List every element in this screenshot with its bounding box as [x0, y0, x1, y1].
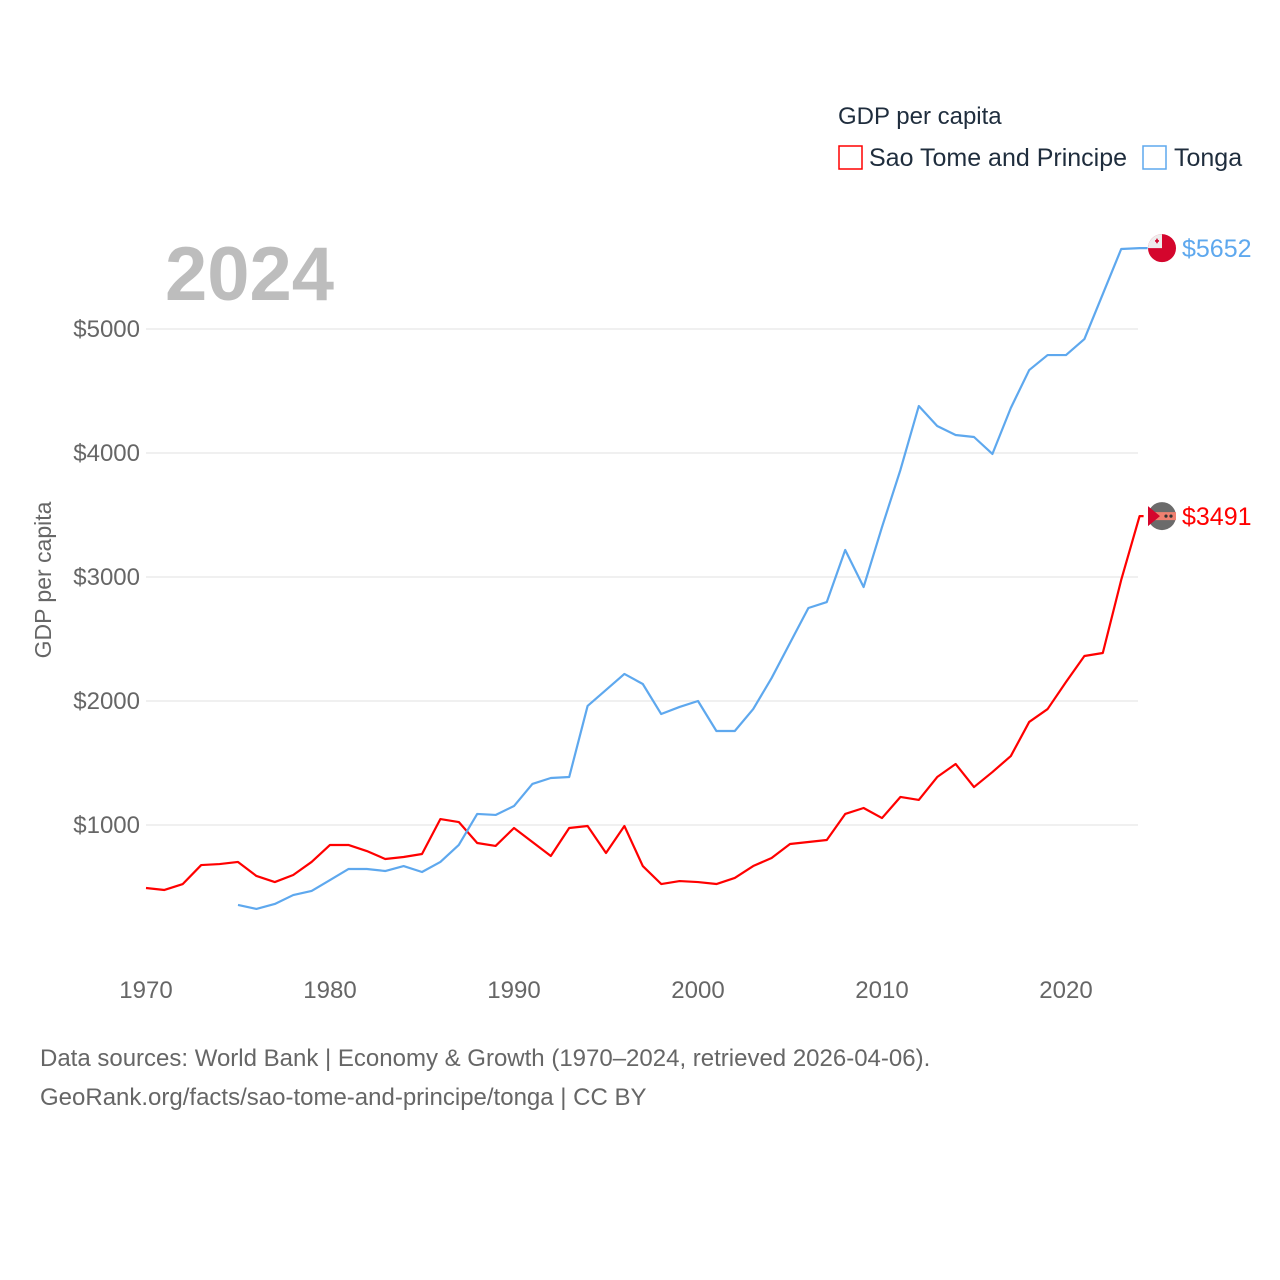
legend-label-sao-tome[interactable]: Sao Tome and Principe [869, 144, 1127, 172]
x-tick-label: 1990 [487, 977, 540, 1004]
grid-lines [146, 328, 1138, 826]
x-tick-label: 1980 [303, 977, 356, 1004]
legend-label-tonga[interactable]: Tonga [1174, 144, 1242, 172]
legend-swatch-sao-tome[interactable] [838, 145, 863, 170]
footer-link[interactable]: GeoRank.org/facts/sao-tome-and-principe/… [40, 1084, 647, 1111]
legend: GDP per capita Sao Tome and Principe Ton… [838, 103, 1242, 172]
y-axis-ticks: $1000 $2000 $3000 $4000 $5000 [73, 316, 140, 839]
x-axis-ticks: 1970 1980 1990 2000 2010 2020 [119, 977, 1092, 1004]
x-tick-label: 2020 [1039, 977, 1092, 1004]
y-tick-label: $1000 [73, 812, 140, 839]
series-line-sao-tome [145, 515, 1144, 892]
y-axis-label: GDP per capita [30, 501, 56, 658]
tonga-flag-icon [1148, 234, 1176, 263]
legend-title: GDP per capita [838, 103, 1002, 130]
y-tick-label: $4000 [73, 440, 140, 467]
x-tick-label: 2000 [671, 977, 724, 1004]
x-tick-label: 2010 [855, 977, 908, 1004]
y-tick-label: $3000 [73, 564, 140, 591]
y-tick-label: $2000 [73, 688, 140, 715]
x-tick-label: 1970 [119, 977, 172, 1004]
end-value-label: $5652 [1182, 235, 1252, 263]
series-end-labels: $3491 $5652 [1148, 234, 1252, 531]
year-watermark: 2024 [165, 232, 334, 317]
series-lines [145, 247, 1148, 911]
sao-tome-flag-icon [1148, 502, 1176, 531]
legend-swatch-tonga[interactable] [1142, 145, 1167, 170]
y-tick-label: $5000 [73, 316, 140, 343]
series-line-tonga [237, 247, 1148, 911]
end-value-label: $3491 [1182, 503, 1252, 531]
footer-sources: Data sources: World Bank | Economy & Gro… [40, 1045, 931, 1072]
